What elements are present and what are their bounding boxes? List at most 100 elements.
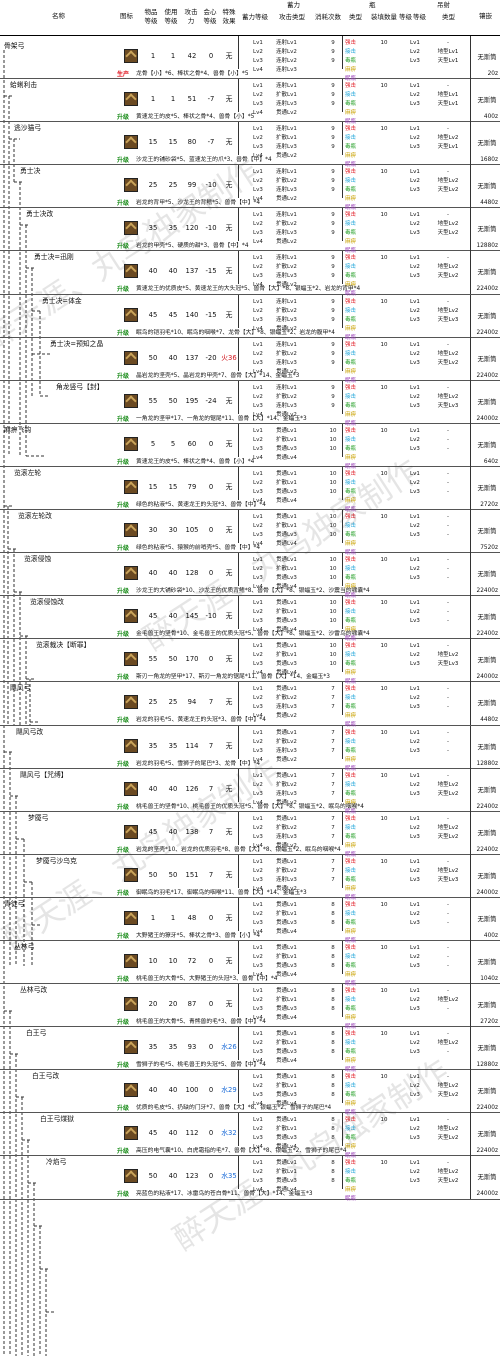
shot-type-item: 贯通Lv1 — [276, 944, 297, 951]
table-row[interactable]: 飓风弓【咒缚】 40 40 126 7 无 Lv1 Lv2 Lv3 Lv4 贯通Lv1 扩散Lv2 连射… — [0, 768, 500, 815]
table-row[interactable]: 白王弓改 40 40 100 0 水29 Lv1 Lv2 Lv3 Lv4 贯通Lv1 扩散Lv1 贯通L… — [0, 1070, 500, 1116]
table-row[interactable]: 白王弓煤獄 45 40 112 0 水32 Lv1 Lv2 Lv3 Lv4 贯通Lv1 扩散Lv1 贯通… — [0, 1113, 500, 1159]
charge-level-item: Lv3 — [253, 1135, 263, 1142]
shot-type-item: 扩散Lv2 — [276, 393, 297, 400]
arc-level-item: Lv3 — [410, 876, 420, 883]
shot-type-item: 贯通Lv4 — [276, 1101, 297, 1108]
arc-type: - - - — [428, 556, 468, 583]
shot-type-item: 贯通Lv4 — [276, 928, 297, 935]
table-row[interactable]: 览滚侵蚀改 45 40 145 -10 无 Lv1 Lv2 Lv3 Lv4 贯通Lv1 扩散Lv1 贯通… — [0, 596, 500, 642]
coating-type: 强击 接击 毒瓶 麻痹 眠瓶 — [345, 772, 367, 817]
charge-level-item: Lv2 — [253, 393, 263, 400]
consume-count-item: 8 — [331, 1049, 335, 1056]
table-row[interactable]: 勇士决改 35 35 120 -10 无 Lv1 Lv2 Lv3 Lv4 连射Lv1 扩散Lv2 连射L… — [0, 208, 500, 254]
table-row[interactable]: 角龙竖弓【封】 55 50 195 -24 无 Lv1 Lv2 Lv3 Lv4 连射Lv1 扩散Lv2… — [0, 380, 500, 427]
coating-type-item: 毒瓶 — [345, 402, 357, 409]
coating-type-item: 接击 — [345, 479, 357, 486]
weapon-name: 勇士决改 — [26, 210, 54, 219]
table-row[interactable]: 览滚左轮 15 15 79 0 无 Lv1 Lv2 Lv3 Lv4 贯通Lv1 扩散Lv1 贯通Lv3 贯… — [0, 466, 500, 513]
column-divider — [342, 854, 343, 888]
arc-level-item: Lv2 — [410, 523, 420, 530]
column-divider — [238, 768, 239, 802]
upgrade-label: 升级 — [117, 1062, 130, 1070]
shot-type-item: 扩散Lv1 — [276, 1169, 297, 1176]
table-row[interactable]: 勇士决=体金 45 45 140 -15 无 Lv1 Lv2 Lv3 Lv4 连射Lv1 扩散Lv2 连… — [0, 294, 500, 341]
table-row[interactable]: 骨架弓 1 1 42 0 无 Lv1 Lv2 Lv3 Lv4 连射Lv1 连射Lv2 连射Lv2 连射Lv… — [0, 36, 500, 82]
column-divider — [238, 79, 239, 113]
table-row[interactable]: 览滚侵蚀 40 40 128 0 无 Lv1 Lv2 Lv3 Lv4 贯通Lv1 扩散Lv1 贯通Lv3… — [0, 553, 500, 599]
shot-type: 贯通Lv1 扩散Lv2 连射Lv3 贯通Lv2 — [276, 815, 326, 851]
coating-type-item: 强击 — [345, 255, 357, 262]
coating-type-item: 接击 — [345, 652, 357, 659]
cost-value: 400z — [483, 114, 498, 121]
shot-type-item: 连射Lv3 — [276, 144, 297, 151]
table-row[interactable]: 览滚左轮改 30 30 105 0 无 Lv1 Lv2 Lv3 Lv4 贯通Lv1 扩散Lv1 贯通Lv… — [0, 510, 500, 556]
materials: 眠鸟的铠羽毛*10、眠鸟的咽喉*7、龙骨【大】*8、银蝠玉*2、岩龙的腹甲*4 — [136, 329, 335, 336]
coating-type-item: 麻痹 — [345, 1187, 357, 1194]
charge-level: Lv1 Lv2 Lv3 Lv4 — [253, 599, 273, 635]
bow-icon — [124, 652, 138, 667]
bow-icon — [124, 1040, 138, 1055]
table-row[interactable]: 青徒弓 1 1 48 0 无 Lv1 Lv2 Lv3 Lv4 贯通Lv1 扩散Lv1 贯通Lv3 贯通Lv… — [0, 897, 500, 944]
table-row[interactable]: 勇士决 25 25 99 -10 无 Lv1 Lv2 Lv3 Lv4 连射Lv1 扩散Lv2 连射Lv3… — [0, 165, 500, 211]
charge-level-item: Lv3 — [253, 402, 263, 409]
column-divider — [342, 596, 343, 630]
coating-type-item: 强击 — [345, 341, 357, 348]
column-divider — [342, 165, 343, 199]
consume-count-item: 7 — [331, 772, 335, 779]
upgrade-label: 升级 — [117, 415, 130, 423]
table-row[interactable]: 览滚裁决【断罪】 55 50 170 0 无 Lv1 Lv2 Lv3 Lv4 贯通Lv1 扩散Lv1 贯… — [0, 639, 500, 685]
coating-type-item: 麻痹 — [345, 153, 357, 160]
arc-level-item: Lv1 — [410, 427, 420, 434]
table-row[interactable]: 飓风弓 25 25 94 7 无 Lv1 Lv2 Lv3 Lv4 贯通Lv1 扩散Lv2 连射Lv3 贯通… — [0, 682, 500, 728]
table-row[interactable]: 白王弓 35 35 93 0 水26 Lv1 Lv2 Lv3 Lv4 贯通Lv1 扩散Lv1 贯通Lv3… — [0, 1027, 500, 1073]
arc-level-item: Lv2 — [410, 609, 420, 616]
table-row[interactable]: 梦魇弓沙乌克 50 50 151 7 无 Lv1 Lv2 Lv3 Lv4 贯通Lv1 扩散Lv2 连射L… — [0, 854, 500, 901]
slot-value: 无斯筒 — [477, 140, 497, 148]
column-divider — [342, 510, 343, 544]
consume-count: 7 7 7 — [326, 858, 340, 885]
arc-type: - 地型Lv2 天型Lv3 — [428, 642, 468, 669]
table-row[interactable]: 丛林弓改 20 20 87 0 无 Lv1 Lv2 Lv3 Lv4 贯通Lv1 扩散Lv1 贯通Lv3 贯… — [0, 984, 500, 1030]
arc-level-item: Lv3 — [410, 962, 420, 969]
coating-type-item: 毒瓶 — [345, 187, 357, 194]
table-row[interactable]: 逃沙猫弓 15 15 80 -7 无 Lv1 Lv2 Lv3 Lv4 连射Lv1 扩散Lv1 连射Lv3… — [0, 122, 500, 168]
coating-type-item: 强击 — [345, 557, 357, 564]
shot-type-item: 扩散Lv2 — [276, 178, 297, 185]
arc-level-item: Lv2 — [410, 824, 420, 831]
arc-type-item: - — [447, 83, 449, 90]
consume-count-item: 8 — [331, 1169, 335, 1176]
upgrade-label: 升级 — [117, 631, 130, 639]
coating-count-item: 10 — [380, 944, 388, 951]
column-divider — [238, 940, 239, 974]
table-row[interactable]: 勇士决=预知之晶 50 40 137 -20 火36 Lv1 Lv2 Lv3 Lv4 连射Lv1 扩散… — [0, 337, 500, 384]
charge-level-item: Lv3 — [253, 1006, 263, 1013]
header-charge: 蓄力 — [287, 1, 300, 9]
shot-type: 贯通Lv1 扩散Lv1 贯通Lv3 贯通Lv4 — [276, 1116, 326, 1152]
weapon-use: 15 — [168, 138, 178, 147]
arc-level: Lv1 Lv2 Lv3 — [410, 1116, 430, 1143]
coating-type-item: 强击 — [345, 427, 357, 434]
arc-type-item: - — [447, 729, 449, 736]
coating-type-item: 毒瓶 — [345, 316, 357, 323]
arc-level-item: Lv2 — [410, 997, 420, 1004]
column-divider — [342, 768, 343, 802]
table-row[interactable]: 梦魇弓 45 40 138 7 无 Lv1 Lv2 Lv3 Lv4 贯通Lv1 扩散Lv2 连射Lv3 贯… — [0, 811, 500, 858]
charge-level-item: Lv2 — [253, 910, 263, 917]
consume-count-item: 9 — [331, 58, 335, 64]
shot-type-item: 贯通Lv2 — [276, 239, 297, 246]
table-row[interactable]: 蛤蜊利击 1 1 51 -7 无 Lv1 Lv2 Lv3 Lv4 连射Lv1 扩散Lv1 连射Lv3 贯通… — [0, 79, 500, 125]
materials: 绿色的粘液*5、猿猴的前哨壳*5、兽骨【中】*4 — [136, 545, 261, 552]
coating-type-item: 麻痹 — [345, 325, 357, 332]
shot-type-item: 连射Lv3 — [276, 273, 297, 280]
charge-level-item: Lv2 — [253, 1040, 263, 1047]
table-row[interactable]: 飓风弓改 35 35 114 7 无 Lv1 Lv2 Lv3 Lv4 贯通Lv1 扩散Lv2 连射Lv3… — [0, 725, 500, 772]
table-row[interactable]: 冷焰弓 50 40 123 0 水35 Lv1 Lv2 Lv3 Lv4 贯通Lv1 扩散Lv1 贯通Lv… — [0, 1156, 500, 1202]
column-divider — [342, 337, 343, 371]
arc-level-item: Lv1 — [410, 988, 420, 995]
table-row[interactable]: 勇士决=迅刚 40 40 137 -15 无 Lv1 Lv2 Lv3 Lv4 连射Lv1 扩散Lv2 连… — [0, 251, 500, 297]
table-row[interactable]: 麻痹飞钩 5 5 60 0 无 Lv1 Lv2 Lv3 Lv4 贯通Lv1 扩散Lv1 贯通Lv3 贯通L… — [0, 423, 500, 470]
table-row[interactable]: 丛林弓 10 10 72 0 无 Lv1 Lv2 Lv3 Lv4 贯通Lv1 扩散Lv1 贯通Lv3 贯通… — [0, 940, 500, 987]
weapon-use: 45 — [168, 310, 178, 319]
arc-level-item: Lv2 — [410, 479, 420, 486]
